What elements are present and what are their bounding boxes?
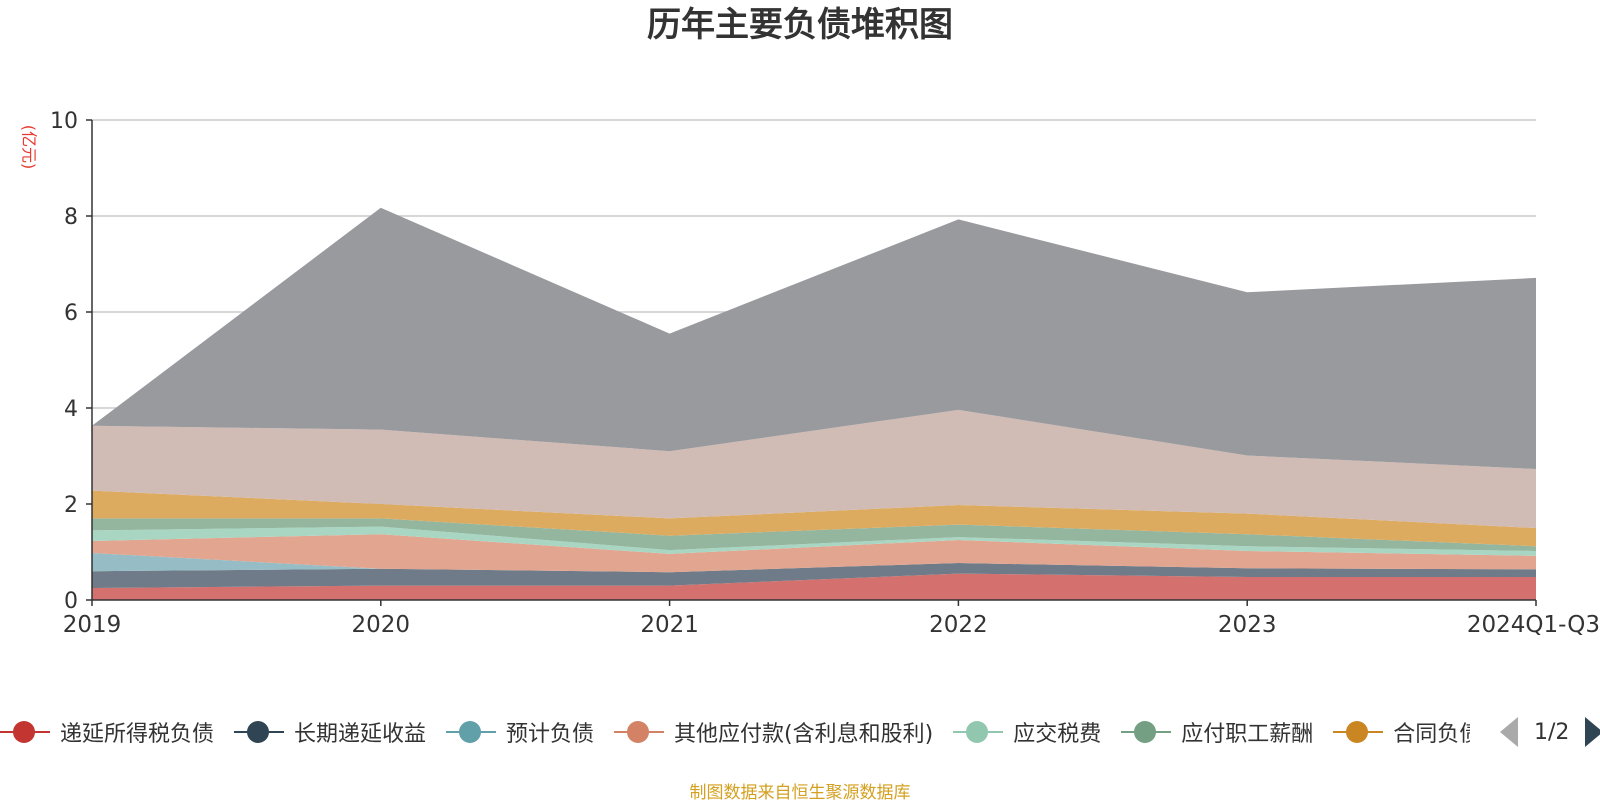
legend-marker-icon	[1333, 720, 1384, 744]
y-tick-label: 2	[64, 493, 78, 518]
y-tick-label: 0	[64, 589, 78, 614]
axes: 0 2 4 6 8 10 2019 2020 2021 2022 2023 2024Q1-Q3	[50, 109, 1600, 638]
legend-marker-icon	[953, 720, 1004, 744]
x-tick-label: 2024Q1-Q3	[1467, 612, 1600, 638]
legend-label: 其他应付款(含利息和股利)	[674, 722, 934, 747]
x-tick-label: 2020	[352, 612, 411, 638]
area-series	[92, 207, 1536, 600]
area-series-0	[92, 573, 1536, 600]
legend-label: 合同负债	[1393, 722, 1470, 747]
y-tick-label: 8	[64, 205, 78, 230]
area-series-6	[92, 490, 1536, 547]
x-tick-label: 2019	[63, 612, 122, 638]
legend-label: 应付职工薪酬	[1181, 722, 1314, 747]
legend-item[interactable]: 合同负债	[1333, 712, 1470, 752]
legend-item[interactable]: 应交税费	[953, 712, 1101, 752]
legend-marker-icon	[446, 720, 497, 744]
legend-item[interactable]: 递延所得税负债	[0, 712, 214, 752]
legend-page-indicator: 1/2	[1534, 719, 1570, 745]
x-tick-label: 2023	[1218, 612, 1277, 638]
legend-label: 递延所得税负债	[60, 722, 215, 747]
legend-item[interactable]: 长期递延收益	[234, 712, 426, 752]
x-tick-label: 2022	[929, 612, 988, 638]
legend-pager: 1/2	[1500, 714, 1600, 750]
legend-marker-icon	[0, 720, 50, 744]
area-series-4	[92, 526, 1536, 556]
legend-marker-icon	[614, 720, 665, 744]
source-note: 制图数据来自恒生聚源数据库	[689, 783, 911, 803]
legend: 递延所得税负债 长期递延收益 预计负债 其他应付款(含利息和股利) 应交税费 应付职工薪酬…	[0, 712, 1470, 752]
stacked-area-chart: 0 2 4 6 8 10 2019 2020 2021 2022 2023 2024Q1-Q3	[50, 109, 1600, 638]
area-series-7	[92, 409, 1536, 528]
legend-label: 应交税费	[1013, 722, 1102, 747]
y-tick-label: 6	[64, 301, 78, 326]
area-series-3	[92, 534, 1536, 573]
area-series-5	[92, 518, 1536, 551]
area-series-1	[92, 563, 1536, 588]
legend-item[interactable]: 应付职工薪酬	[1121, 712, 1313, 752]
legend-item[interactable]: 预计负债	[446, 712, 594, 752]
legend-item[interactable]: 其他应付款(含利息和股利)	[614, 712, 933, 752]
chart-title: 历年主要负债堆积图	[647, 5, 953, 45]
legend-marker-icon	[234, 720, 285, 744]
legend-prev-page-icon[interactable]	[1500, 717, 1518, 747]
y-tick-label: 4	[64, 397, 78, 422]
y-tick-label: 10	[50, 109, 78, 134]
x-tick-label: 2021	[640, 612, 699, 638]
area-series-8	[92, 207, 1536, 470]
legend-label: 长期递延收益	[294, 722, 427, 747]
legend-marker-icon	[1121, 720, 1172, 744]
legend-label: 预计负债	[506, 722, 595, 747]
legend-next-page-icon[interactable]	[1585, 717, 1600, 747]
